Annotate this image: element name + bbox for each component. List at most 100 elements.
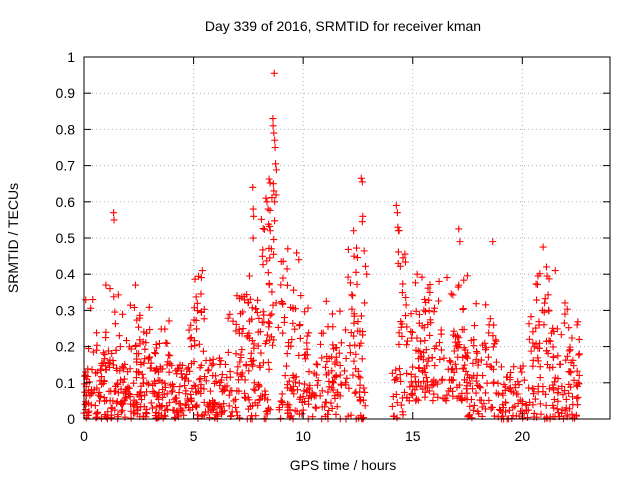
data-point [265, 175, 273, 183]
data-point [502, 399, 510, 407]
x-axis-label: GPS time / hours [290, 457, 397, 473]
data-point [100, 377, 108, 385]
data-point [99, 349, 107, 357]
data-point [435, 297, 443, 305]
data-point [536, 270, 544, 278]
data-point [447, 366, 455, 374]
data-point [356, 374, 364, 382]
data-point [277, 258, 285, 266]
data-point [271, 198, 279, 206]
data-point [430, 304, 438, 312]
data-point [447, 358, 455, 366]
data-point [561, 387, 569, 395]
data-point [472, 300, 480, 308]
data-point [165, 317, 173, 325]
data-point [200, 385, 208, 393]
data-point [284, 245, 292, 253]
data-point [485, 329, 493, 337]
data-point [238, 346, 246, 354]
data-point [463, 389, 471, 397]
data-point [277, 397, 285, 405]
data-point [324, 388, 332, 396]
data-point [350, 227, 358, 235]
data-point [437, 346, 445, 354]
data-point [479, 372, 487, 380]
data-point [268, 333, 276, 341]
data-point [433, 380, 441, 388]
data-point [187, 321, 195, 329]
data-point [492, 358, 500, 366]
data-point [242, 362, 250, 370]
data-point [566, 405, 574, 413]
data-point [534, 357, 542, 365]
data-point [137, 361, 145, 369]
data-point [318, 387, 326, 395]
data-point [224, 348, 232, 356]
data-point [301, 397, 309, 405]
data-point [533, 296, 541, 304]
data-point [233, 387, 241, 395]
data-point [250, 379, 258, 387]
data-point [304, 386, 312, 394]
data-point [118, 406, 126, 414]
data-point [281, 372, 289, 380]
data-point [193, 299, 201, 307]
data-point [558, 382, 566, 390]
data-point [127, 407, 135, 415]
data-point [449, 365, 457, 373]
data-point [124, 383, 132, 391]
data-point [159, 365, 167, 373]
data-point [256, 328, 264, 336]
data-point [525, 320, 533, 328]
data-point [217, 403, 225, 411]
data-point [151, 389, 159, 397]
data-point [524, 414, 532, 422]
data-point [277, 281, 285, 289]
data-point [402, 312, 410, 320]
data-point [113, 379, 121, 387]
data-point [243, 291, 251, 299]
data-point [170, 406, 178, 414]
data-point [350, 357, 358, 365]
data-point [428, 354, 436, 362]
data-point [253, 309, 261, 317]
data-point [542, 401, 550, 409]
data-point [296, 334, 304, 342]
data-point [143, 405, 151, 413]
data-point [252, 305, 260, 313]
data-point [333, 344, 341, 352]
data-point [549, 363, 557, 371]
data-point [516, 364, 524, 372]
data-point [94, 408, 102, 416]
data-point [437, 330, 445, 338]
data-point [263, 407, 271, 415]
data-point [187, 334, 195, 342]
data-point [545, 306, 553, 314]
data-point [397, 377, 405, 385]
data-point [126, 365, 134, 373]
data-point [262, 194, 270, 202]
data-point [193, 411, 201, 419]
data-point [342, 354, 350, 362]
data-point [422, 298, 430, 306]
y-tick-label: 0.8 [56, 121, 76, 137]
data-point [322, 371, 330, 379]
data-point [420, 306, 428, 314]
data-point [454, 353, 462, 361]
data-point [236, 358, 244, 366]
data-point [420, 324, 428, 332]
data-point [399, 280, 407, 288]
data-point [313, 361, 321, 369]
data-point [289, 304, 297, 312]
data-point [569, 401, 577, 409]
data-point [90, 386, 98, 394]
data-point [81, 401, 89, 409]
data-point [162, 339, 170, 347]
data-point [187, 360, 195, 368]
data-point [145, 303, 153, 311]
data-point [250, 212, 258, 220]
data-point [424, 320, 432, 328]
data-point [435, 277, 443, 285]
data-point [489, 332, 497, 340]
data-point [573, 382, 581, 390]
